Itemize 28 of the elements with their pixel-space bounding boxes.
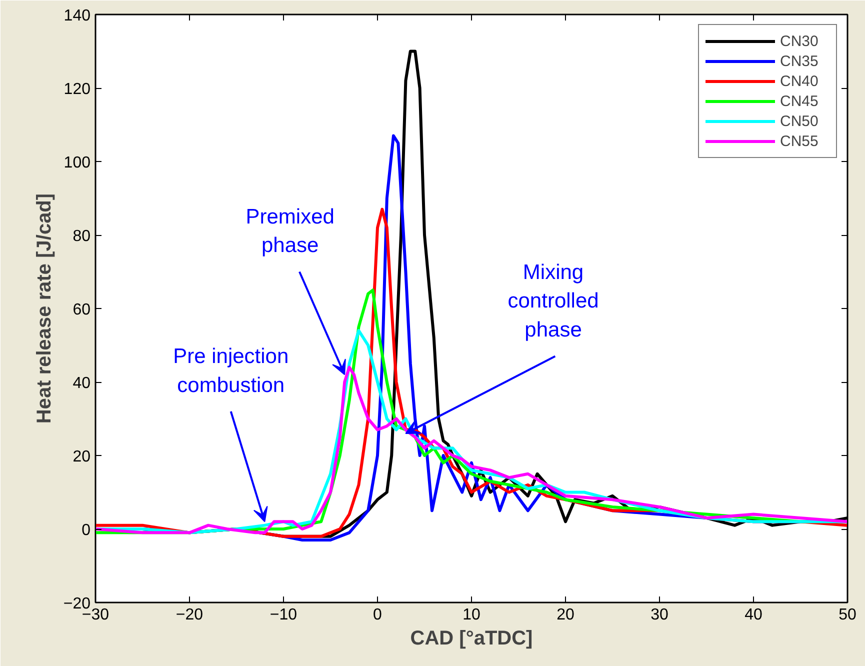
legend-label: CN40 bbox=[780, 72, 820, 90]
x-tick-label: 40 bbox=[744, 606, 762, 624]
legend-label: CN55 bbox=[780, 132, 820, 150]
annotation: Premixed phase bbox=[246, 205, 334, 258]
x-tick-label: 10 bbox=[462, 606, 480, 624]
y-tick-label: 100 bbox=[64, 154, 91, 172]
x-tick-label: 0 bbox=[373, 606, 382, 624]
legend-label: CN45 bbox=[780, 92, 820, 110]
y-tick-label: 0 bbox=[82, 522, 91, 539]
x-axis-title: CAD [°aTDC] bbox=[410, 628, 533, 650]
x-tick-label: 30 bbox=[650, 606, 668, 624]
annotation: Pre injection combustion bbox=[173, 345, 289, 397]
x-tick-label: 50 bbox=[838, 606, 856, 624]
legend-label: CN50 bbox=[780, 112, 820, 130]
legend-label: CN30 bbox=[780, 32, 820, 50]
x-tick-label: −10 bbox=[270, 606, 298, 624]
y-tick-label: 40 bbox=[72, 375, 91, 392]
y-tick-label: 120 bbox=[64, 81, 91, 98]
y-tick-label: 60 bbox=[72, 302, 91, 318]
annotation: Mixing controlled phase bbox=[508, 260, 599, 342]
x-tick-label: −20 bbox=[176, 606, 204, 624]
y-axis-title: Heat release rate [J/cad] bbox=[33, 193, 56, 424]
legend-label: CN35 bbox=[780, 52, 820, 70]
y-tick-label: 80 bbox=[72, 228, 91, 245]
x-tick-label: 20 bbox=[556, 606, 574, 624]
line-series bbox=[96, 366, 848, 534]
y-tick-label: 20 bbox=[72, 448, 91, 466]
y-tick-label: 140 bbox=[64, 8, 91, 24]
